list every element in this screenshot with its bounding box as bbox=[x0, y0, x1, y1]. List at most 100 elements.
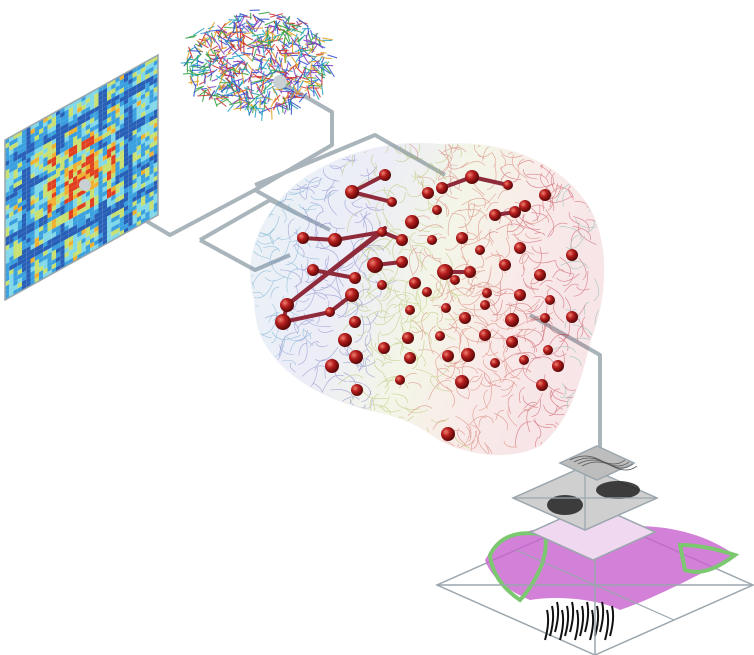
histology-stripe bbox=[549, 605, 555, 637]
network-node bbox=[536, 379, 548, 391]
network-node bbox=[519, 355, 529, 365]
network-node bbox=[349, 272, 361, 284]
network-node bbox=[307, 264, 319, 276]
histology-dark-region bbox=[547, 495, 583, 515]
matrix-anchor bbox=[79, 179, 91, 191]
histology-stripe bbox=[599, 601, 605, 633]
network-node bbox=[543, 345, 553, 355]
connectivity-matrix bbox=[4, 53, 159, 302]
network-node bbox=[328, 233, 342, 247]
network-node bbox=[566, 311, 578, 323]
network-node bbox=[539, 189, 551, 201]
network-node bbox=[505, 313, 519, 327]
network-node bbox=[275, 314, 291, 330]
network-edge bbox=[311, 268, 357, 280]
network-node bbox=[280, 298, 294, 312]
network-node bbox=[349, 316, 361, 328]
network-node bbox=[405, 215, 419, 229]
tractography-anchor bbox=[273, 75, 287, 89]
network-node bbox=[482, 288, 492, 298]
histology-tissue-edge bbox=[487, 531, 548, 603]
network-node bbox=[490, 358, 500, 368]
network-node bbox=[503, 180, 513, 190]
matrix-frame bbox=[4, 53, 159, 302]
network-node bbox=[325, 307, 335, 317]
network-node bbox=[540, 313, 550, 323]
network-node bbox=[464, 266, 476, 278]
network-node bbox=[409, 277, 421, 289]
histology-dark-region bbox=[596, 481, 640, 499]
network-node bbox=[545, 295, 555, 305]
network-node bbox=[404, 352, 416, 364]
network-nodes bbox=[275, 169, 578, 441]
network-node bbox=[377, 280, 387, 290]
network-node bbox=[345, 288, 359, 302]
network-node bbox=[450, 275, 460, 285]
tractography-brain bbox=[180, 9, 338, 121]
network-node bbox=[436, 182, 448, 194]
network-node bbox=[506, 336, 518, 348]
network-node bbox=[396, 234, 408, 246]
network-node bbox=[479, 329, 491, 341]
histology-stripe bbox=[604, 609, 610, 641]
network-node bbox=[432, 205, 442, 215]
histology-stripe bbox=[584, 601, 590, 633]
histology-stripe bbox=[579, 605, 585, 637]
network-node bbox=[325, 359, 339, 373]
network-node bbox=[422, 287, 432, 297]
histology-contour bbox=[581, 461, 638, 471]
histology-top-layer bbox=[558, 445, 636, 481]
network-node bbox=[351, 384, 363, 396]
histology-stripe bbox=[589, 609, 595, 641]
histology-stripe bbox=[544, 609, 550, 641]
network-node bbox=[456, 232, 468, 244]
network-node bbox=[552, 360, 564, 372]
network-node bbox=[441, 427, 455, 441]
network-node bbox=[387, 197, 397, 207]
network-node bbox=[367, 257, 383, 273]
network-node bbox=[427, 235, 437, 245]
network-edge bbox=[281, 310, 332, 324]
histology-stripe bbox=[559, 609, 565, 641]
network-node bbox=[395, 375, 405, 385]
histology-stripe bbox=[594, 605, 600, 637]
network-node bbox=[345, 185, 359, 199]
histology-stripe bbox=[574, 609, 580, 641]
histology-layer-stack bbox=[435, 445, 754, 655]
network-node bbox=[349, 350, 363, 364]
network-node bbox=[475, 245, 485, 255]
network-node bbox=[455, 375, 469, 389]
network-node bbox=[379, 169, 391, 181]
network-node bbox=[396, 256, 408, 268]
network-node bbox=[534, 269, 546, 281]
network-node bbox=[499, 259, 511, 271]
network-node bbox=[437, 264, 453, 280]
network-edge bbox=[285, 226, 387, 307]
histology-stripe bbox=[569, 601, 575, 633]
network-node bbox=[566, 249, 578, 261]
network-node bbox=[435, 331, 445, 341]
network-node bbox=[514, 289, 526, 301]
network-node bbox=[519, 200, 531, 212]
network-node bbox=[422, 187, 434, 199]
network-node bbox=[442, 350, 454, 362]
network-node bbox=[402, 332, 414, 344]
histology-stripe bbox=[564, 605, 570, 637]
histology-grid-line bbox=[515, 549, 675, 621]
network-node bbox=[378, 342, 390, 354]
network-node bbox=[480, 300, 490, 310]
network-node bbox=[441, 303, 451, 313]
histology-stripe bbox=[609, 605, 615, 637]
network-node bbox=[509, 206, 521, 218]
network-node bbox=[514, 242, 526, 254]
network-node bbox=[459, 312, 471, 324]
network-node bbox=[465, 170, 479, 184]
network-node bbox=[297, 232, 309, 244]
network-node bbox=[461, 348, 475, 362]
network-node bbox=[489, 209, 501, 221]
network-node bbox=[338, 333, 352, 347]
network-node bbox=[377, 227, 387, 237]
histology-stripe bbox=[554, 601, 560, 633]
